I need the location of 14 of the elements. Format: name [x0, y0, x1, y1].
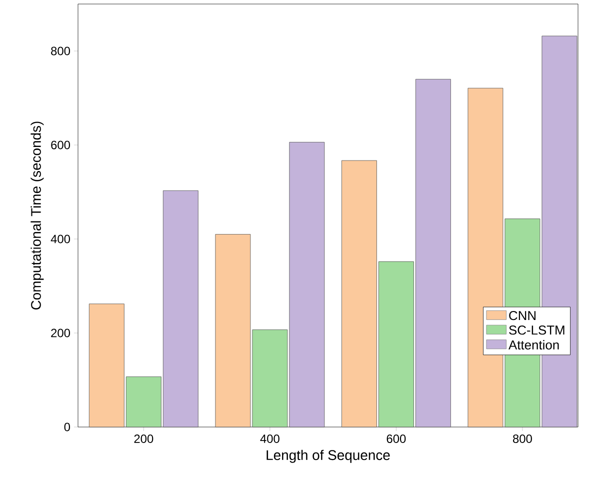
legend-label: Attention — [508, 340, 559, 350]
x-tick-label: 400 — [260, 434, 280, 443]
y-tick-label: 800 — [51, 46, 70, 56]
y-tick-label: 0 — [64, 422, 70, 432]
legend-label: SC-LSTM — [509, 326, 564, 335]
y-tick-label: 200 — [51, 328, 70, 338]
x-axis-title: Length of Sequence — [266, 450, 390, 463]
y-tick-label: 600 — [51, 140, 70, 150]
x-tick-label: 600 — [386, 434, 406, 443]
x-tick-label: 200 — [134, 434, 154, 443]
legend-label: CNN — [509, 310, 536, 320]
y-axis-title: Computational Time (seconds) — [30, 122, 44, 310]
y-tick-label: 400 — [50, 234, 70, 244]
x-tick-label: 800 — [512, 434, 532, 443]
